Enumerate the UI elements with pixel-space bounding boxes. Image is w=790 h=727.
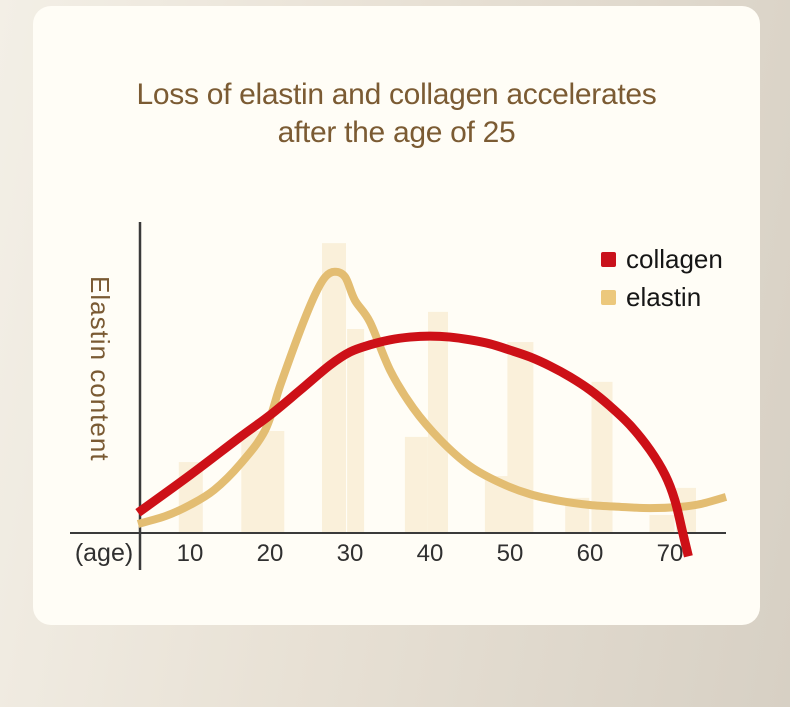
x-tick-label-20: 20 [256,540,284,567]
legend-item-collagen: collagen [601,243,723,275]
x-tick-label-40: 40 [416,540,444,567]
elastin-swatch-icon [601,289,616,305]
x-tick-label-70: 70 [656,540,684,567]
x-tick-label-30: 30 [336,540,364,567]
chart-legend: collagen elastin [601,243,723,319]
x-tick-label-50: 50 [496,540,524,567]
legend-label-collagen: collagen [626,244,723,274]
collagen-swatch-icon [601,251,616,267]
x-tick-label-10: 10 [176,540,204,567]
chart-title: Loss of elastin and collagen accelerates… [33,76,760,152]
x-axis-caption: (age) [74,539,134,567]
chart-title-line1: Loss of elastin and collagen accelerates [136,78,657,111]
legend-label-elastin: elastin [626,282,702,312]
chart-title-line2: after the age of 25 [277,116,516,149]
y-axis-label: Elastin content [85,276,115,462]
legend-item-elastin: elastin [601,281,723,313]
x-tick-label-60: 60 [576,540,604,567]
